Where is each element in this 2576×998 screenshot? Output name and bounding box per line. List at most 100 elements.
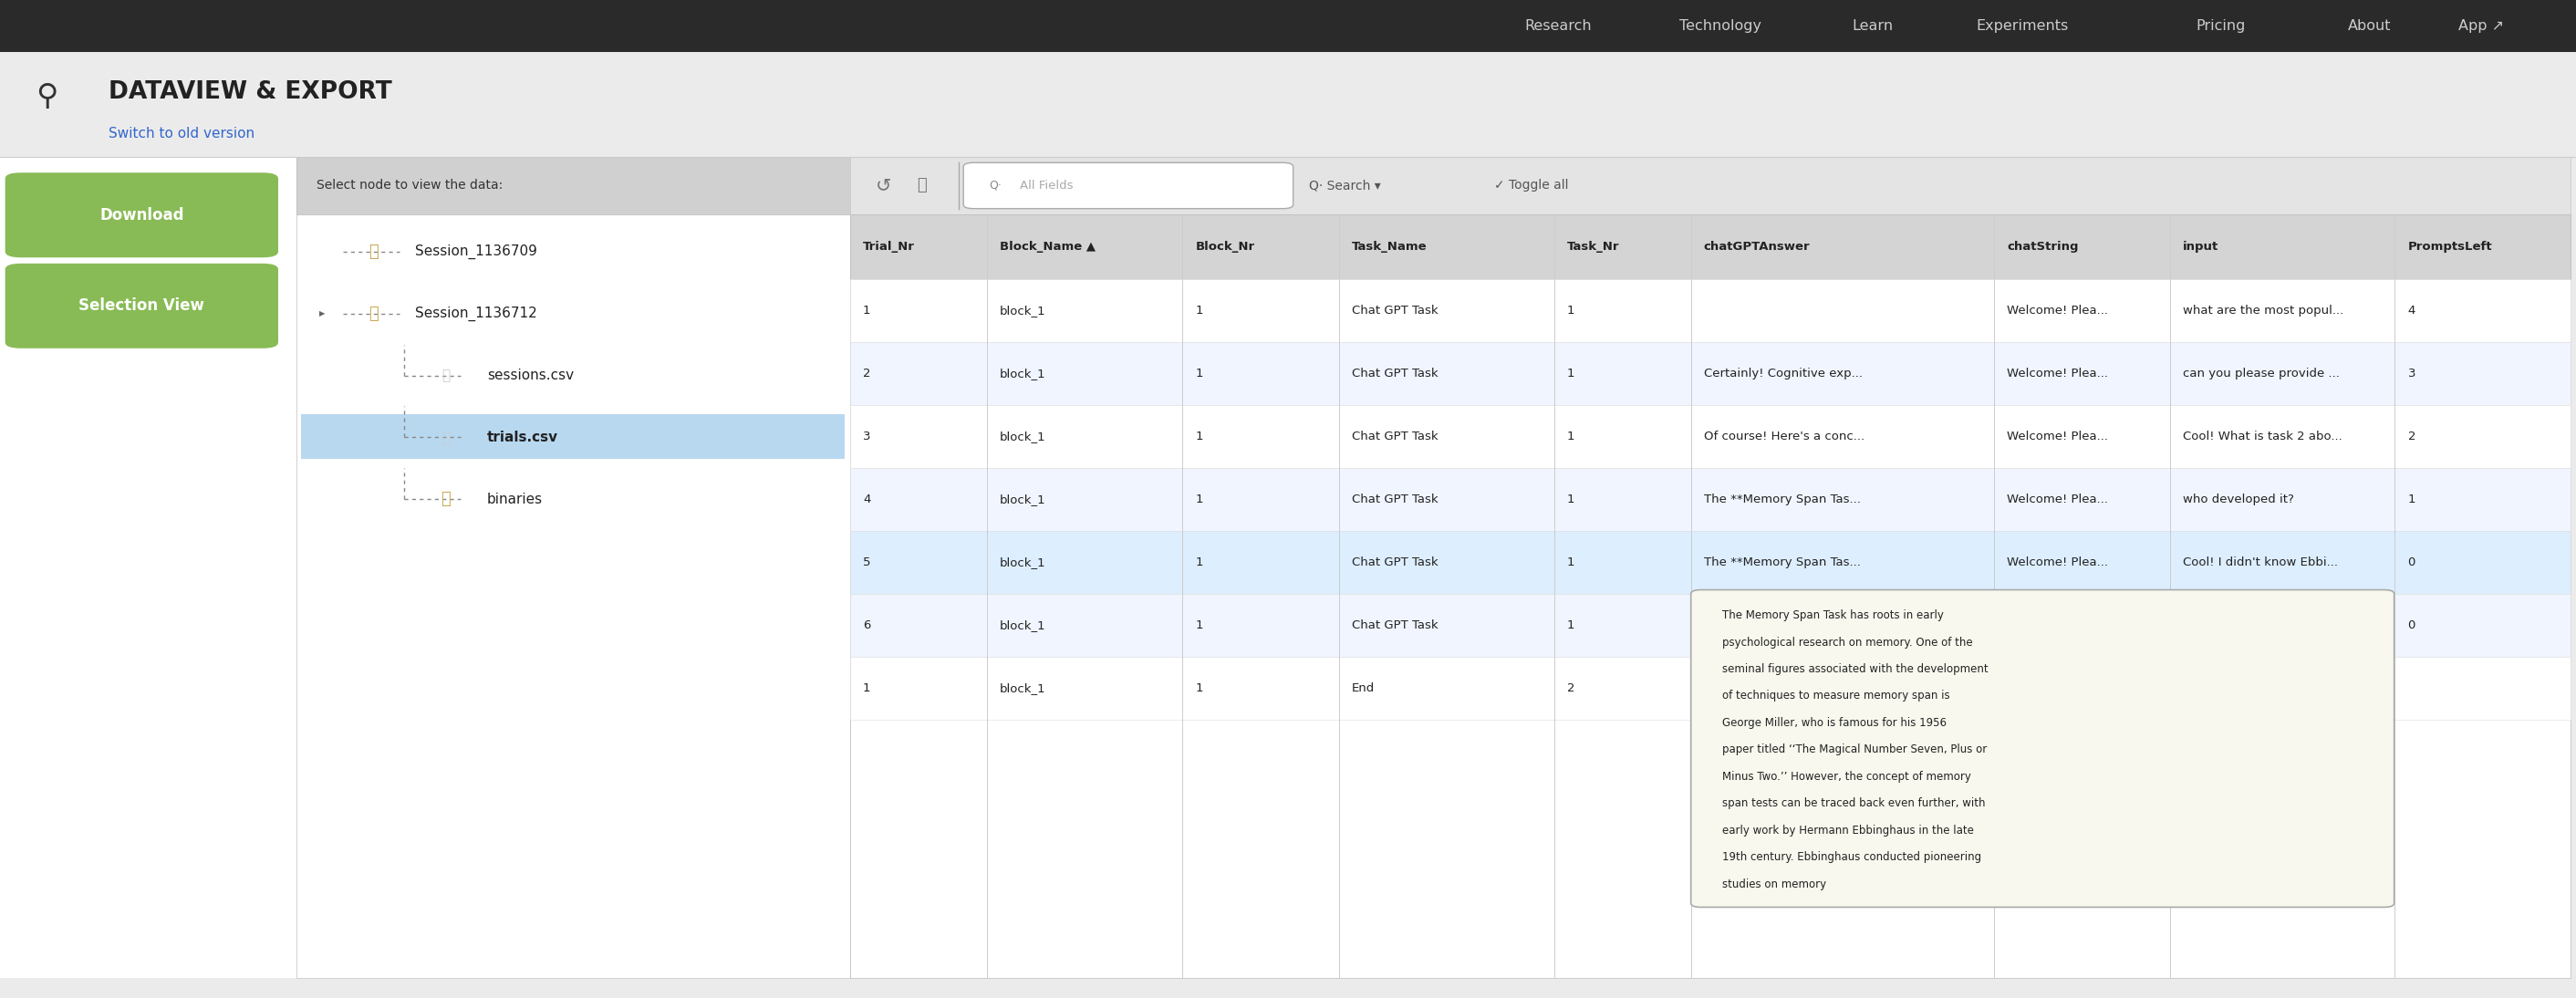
Text: Q· Search ▾: Q· Search ▾	[1309, 180, 1381, 192]
Text: 4: 4	[2409, 305, 2416, 316]
Text: who developed it?: who developed it?	[2182, 494, 2295, 505]
Text: 4: 4	[863, 494, 871, 505]
Text: 📄: 📄	[440, 368, 451, 382]
Text: block_1: block_1	[999, 305, 1046, 316]
Text: Certainly! Cognitive exp...: Certainly! Cognitive exp...	[1703, 368, 1862, 379]
Text: Welcome! Plea...: Welcome! Plea...	[2007, 368, 2107, 379]
Bar	[0, 52, 2576, 157]
FancyBboxPatch shape	[1690, 590, 2393, 907]
Text: Task_Nr: Task_Nr	[1566, 242, 1620, 252]
Text: chatString: chatString	[2007, 242, 2079, 252]
Text: Learn: Learn	[1852, 19, 1893, 33]
FancyBboxPatch shape	[963, 163, 1293, 209]
Text: block_1: block_1	[999, 557, 1046, 568]
Text: 1: 1	[1195, 557, 1203, 568]
Text: 2: 2	[1566, 683, 1574, 694]
Text: 1: 1	[1195, 620, 1203, 631]
Text: binaries: binaries	[487, 492, 544, 506]
Text: Cool! What is task 2 abo...: Cool! What is task 2 abo...	[2182, 431, 2342, 442]
Bar	[850, 531, 2571, 594]
Text: input: input	[2182, 242, 2218, 252]
Text: Chat GPT Task: Chat GPT Task	[1352, 368, 1437, 379]
Text: Chat GPT Task: Chat GPT Task	[1352, 305, 1437, 316]
Bar	[850, 468, 2571, 531]
Text: 1: 1	[1195, 368, 1203, 379]
Text: 1: 1	[1195, 494, 1203, 505]
Text: ↺: ↺	[876, 177, 891, 195]
FancyBboxPatch shape	[5, 263, 278, 348]
Text: block_1: block_1	[999, 683, 1046, 694]
Text: Experiments: Experiments	[1976, 19, 2069, 33]
Text: trials.csv: trials.csv	[487, 430, 559, 444]
Text: 1: 1	[1195, 683, 1203, 694]
Text: 0: 0	[2409, 557, 2416, 568]
Text: ⚲: ⚲	[36, 81, 59, 111]
Text: seminal figures associated with the development: seminal figures associated with the deve…	[1721, 664, 1989, 675]
Text: The Memory Span Task has roots in early: The Memory Span Task has roots in early	[1721, 610, 1942, 622]
Bar	[850, 279, 2571, 342]
Text: studies on memory: studies on memory	[1721, 878, 1826, 890]
Text: Of course! Here's a conc...: Of course! Here's a conc...	[1703, 431, 1865, 442]
Text: Switch to old version: Switch to old version	[108, 127, 255, 141]
Bar	[850, 405, 2571, 468]
Text: About: About	[2349, 19, 2391, 33]
Text: block_1: block_1	[999, 494, 1046, 505]
Text: 1: 1	[1195, 431, 1203, 442]
Text: 📄: 📄	[440, 430, 451, 444]
Text: 1: 1	[1566, 368, 1574, 379]
Text: Chat GPT Task: Chat GPT Task	[1352, 494, 1437, 505]
Text: 6: 6	[863, 620, 871, 631]
Text: 1: 1	[863, 305, 871, 316]
Text: All Fields: All Fields	[1020, 180, 1074, 192]
Text: The **Memory Span Tas...: The **Memory Span Tas...	[1703, 557, 1860, 568]
Bar	[850, 342, 2571, 405]
Text: The **Memory Span Tas...: The **Memory Span Tas...	[1703, 494, 1860, 505]
Text: George Miller, who is famous for his 1956: George Miller, who is famous for his 195…	[1721, 717, 1947, 729]
Text: span tests can be traced back even further, with: span tests can be traced back even furth…	[1721, 797, 1986, 809]
Text: block_1: block_1	[999, 431, 1046, 442]
Text: Pricing: Pricing	[2195, 19, 2246, 33]
Text: Block_Name ▲: Block_Name ▲	[999, 242, 1095, 252]
Text: Research: Research	[1525, 19, 1592, 33]
Bar	[0, 0, 2576, 52]
Text: Chat GPT Task: Chat GPT Task	[1352, 620, 1437, 631]
Text: ▶: ▶	[319, 309, 325, 317]
Text: 0: 0	[2409, 620, 2416, 631]
Text: PromptsLeft: PromptsLeft	[2409, 242, 2491, 252]
Text: Welcome! Plea...: Welcome! Plea...	[2007, 620, 2107, 631]
Text: Welcome! Plea...: Welcome! Plea...	[2007, 494, 2107, 505]
Text: 1: 1	[2409, 494, 2416, 505]
Text: 2: 2	[2409, 431, 2416, 442]
Text: Minus Two.’’ However, the concept of memory: Minus Two.’’ However, the concept of mem…	[1721, 770, 1971, 782]
Bar	[850, 594, 2571, 657]
Bar	[850, 215, 2571, 279]
Text: Download: Download	[100, 207, 183, 224]
Text: Session_1136712: Session_1136712	[415, 306, 536, 321]
Text: Welcome! Plea...: Welcome! Plea...	[2007, 431, 2107, 442]
FancyBboxPatch shape	[5, 173, 278, 257]
Text: Technology: Technology	[1680, 19, 1762, 33]
Text: 1: 1	[863, 683, 871, 694]
Text: 5: 5	[863, 557, 871, 568]
Text: what are the most popul...: what are the most popul...	[2182, 305, 2344, 316]
Text: 1: 1	[1566, 494, 1574, 505]
Text: Chat GPT Task: Chat GPT Task	[1352, 431, 1437, 442]
Text: early work by Hermann Ebbinghaus in the late: early work by Hermann Ebbinghaus in the …	[1721, 824, 1973, 836]
Text: 1: 1	[1566, 431, 1574, 442]
Text: 1: 1	[1566, 557, 1574, 568]
Text: Session_1136709: Session_1136709	[415, 245, 536, 259]
Text: 1: 1	[1195, 305, 1203, 316]
Text: Select node to view the data:: Select node to view the data:	[317, 180, 502, 192]
Text: ⦀: ⦀	[917, 178, 927, 194]
Text: Welcome! Plea...: Welcome! Plea...	[2007, 305, 2107, 316]
Text: can you please provide ...: can you please provide ...	[2182, 368, 2339, 379]
Text: of techniques to measure memory span is: of techniques to measure memory span is	[1721, 690, 1950, 702]
Text: You're welcome! Yes, Ha...: You're welcome! Yes, Ha...	[1703, 620, 1862, 631]
Bar	[296, 157, 850, 978]
Text: DATAVIEW & EXPORT: DATAVIEW & EXPORT	[108, 80, 392, 104]
Bar	[850, 157, 2571, 215]
Text: Selection View: Selection View	[80, 297, 204, 314]
Text: 19th century. Ebbinghaus conducted pioneering: 19th century. Ebbinghaus conducted pione…	[1721, 851, 1981, 863]
Text: psychological research on memory. One of the: psychological research on memory. One of…	[1721, 637, 1973, 648]
Text: sessions.csv: sessions.csv	[487, 368, 574, 382]
